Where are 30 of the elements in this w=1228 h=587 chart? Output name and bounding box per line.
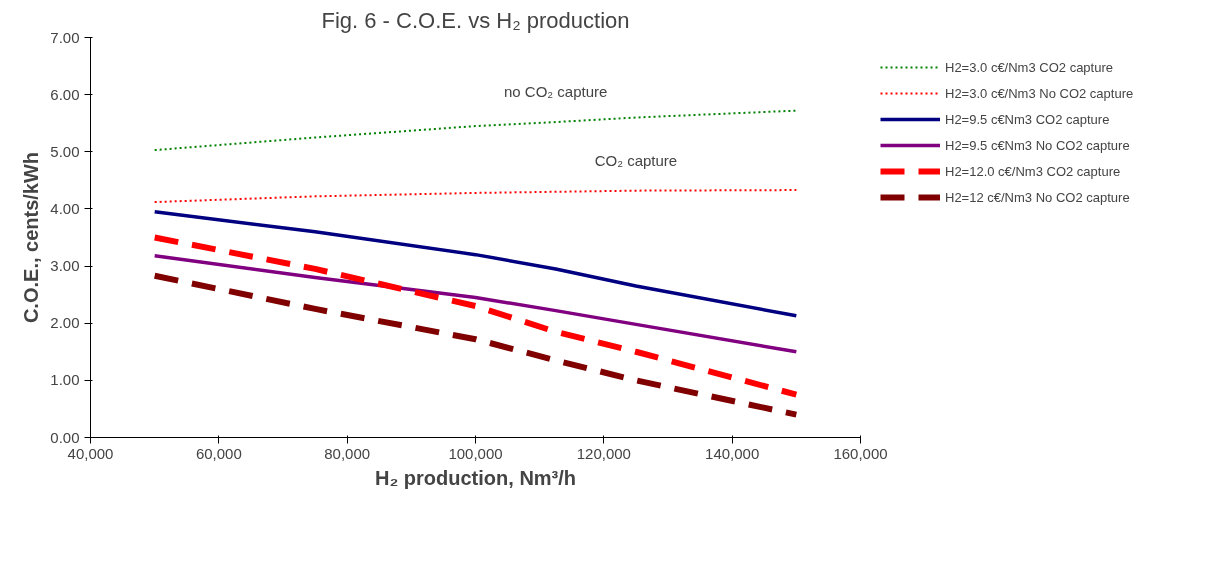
legend-label: H2=12.0 c€/Nm3 CO2 capture xyxy=(945,163,1121,179)
x-tick-label: 120,000 xyxy=(576,444,631,462)
y-tick-label: 1.00 xyxy=(50,371,80,389)
y-tick-label: 0.00 xyxy=(50,428,80,446)
x-tick-label: 160,000 xyxy=(833,444,888,462)
x-tick-label: 80,000 xyxy=(324,444,371,462)
y-tick-label: 7.00 xyxy=(50,28,80,46)
x-tick-label: 100,000 xyxy=(448,444,503,462)
line-series xyxy=(153,109,798,152)
legend-label: H2=12 c€/Nm3 No CO2 capture xyxy=(945,189,1130,205)
annotation: CO₂ capture xyxy=(594,151,678,169)
chart-title: Fig. 6 - C.O.E. vs H₂ production xyxy=(321,7,630,33)
legend-label: H2=3.0 c€/Nm3 No CO2 capture xyxy=(945,85,1134,101)
legend-label: H2=3.0 c€/Nm3 CO2 capture xyxy=(945,59,1113,75)
x-tick-label: 40,000 xyxy=(67,444,114,462)
line-series xyxy=(153,189,798,204)
y-tick-label: 3.00 xyxy=(50,257,80,275)
y-tick-label: 4.00 xyxy=(50,199,80,217)
y-tick-label: 5.00 xyxy=(50,142,80,160)
x-axis-title: H₂ production, Nm³/h xyxy=(374,466,577,489)
legend-label: H2=9.5 c€Nm3 CO2 capture xyxy=(945,111,1110,127)
y-tick-label: 6.00 xyxy=(50,85,80,103)
x-tick-label: 140,000 xyxy=(705,444,760,462)
y-axis-title: C.O.E., cents/kWh xyxy=(20,151,43,324)
line-series xyxy=(152,210,799,318)
y-tick-label: 2.00 xyxy=(50,314,80,332)
line-series xyxy=(152,254,799,354)
x-tick-label: 60,000 xyxy=(195,444,242,462)
legend-label: H2=9.5 c€Nm3 No CO2 capture xyxy=(945,137,1130,153)
annotation: no CO₂ capture xyxy=(504,83,608,101)
